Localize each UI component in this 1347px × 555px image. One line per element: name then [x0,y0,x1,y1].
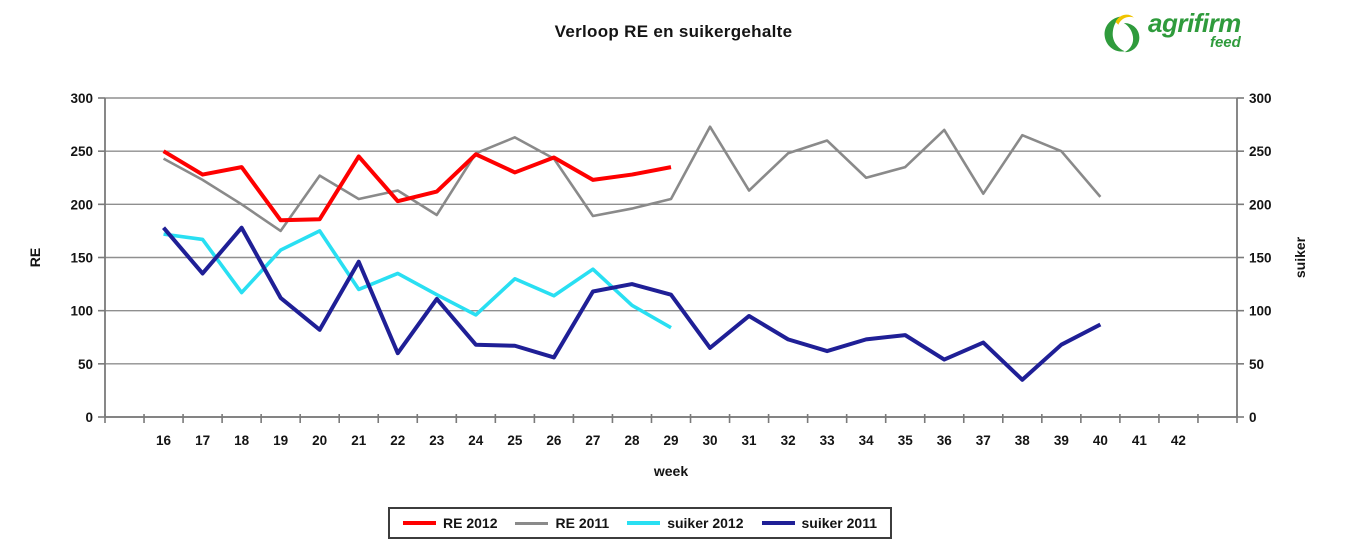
right-axis-title: suiker [1292,236,1308,278]
series-line-suiker-2012 [163,229,672,330]
legend-swatch-re-2011 [515,521,549,525]
x-tick-label: 29 [663,433,678,448]
y-tick-label-left: 50 [78,357,93,372]
x-tick-label: 41 [1132,433,1148,448]
x-tick-label: 28 [624,433,640,448]
x-tick-label: 24 [468,433,484,448]
series-line-re-2011 [162,125,1102,233]
x-tick-label: 25 [507,433,523,448]
x-tick-label: 37 [976,433,991,448]
left-axis-title: RE [27,248,43,267]
series-line-suiker-2011 [162,225,1102,382]
x-tick-label: 34 [859,433,875,448]
legend-label-suiker-2011: suiker 2011 [801,515,878,531]
y-tick-label-right: 200 [1249,197,1272,212]
x-tick-label: 42 [1171,433,1186,448]
legend-swatch-suiker-2011 [761,521,795,525]
x-tick-label: 35 [898,433,914,448]
legend-item-re-2012: RE 2012 [402,515,498,531]
y-tick-label-left: 250 [70,144,93,159]
y-tick-label-right: 0 [1249,410,1257,425]
x-axis-title: week [653,463,688,479]
legend-swatch-suiker-2012 [627,521,661,525]
x-tick-label: 31 [742,433,758,448]
series-line-re-2012 [162,149,672,223]
logo-brand-text: agrifirm [1148,8,1241,38]
y-tick-label-left: 200 [70,197,93,212]
x-tick-label: 17 [195,433,210,448]
agrifirm-logo: agrifirm feed [1101,10,1241,61]
x-tick-label: 32 [781,433,796,448]
legend-item-suiker-2012: suiker 2012 [627,515,743,531]
legend-label-re-2011: RE 2011 [555,515,610,531]
x-tick-label: 18 [234,433,250,448]
x-tick-label: 27 [585,433,600,448]
x-tick-label: 23 [429,433,445,448]
y-tick-label-left: 150 [70,251,93,266]
x-tick-label: 26 [546,433,562,448]
chart-legend: RE 2012 RE 2011 suiker 2012 suiker 2011 [387,507,893,539]
x-tick-label: 33 [820,433,836,448]
y-tick-label-right: 300 [1249,91,1272,106]
legend-label-suiker-2012: suiker 2012 [667,515,744,531]
x-tick-label: 20 [312,433,327,448]
y-tick-label-right: 150 [1249,251,1272,266]
x-tick-label: 39 [1054,433,1069,448]
legend-item-re-2011: RE 2011 [515,515,609,531]
logo-sub-text: feed [1209,34,1241,51]
y-tick-label-left: 300 [70,91,93,106]
legend-swatch-re-2012 [402,521,436,525]
x-tick-label: 36 [937,433,953,448]
x-tick-label: 19 [273,433,288,448]
legend-label-re-2012: RE 2012 [442,515,498,531]
x-tick-label: 21 [351,433,367,448]
y-tick-label-right: 50 [1249,357,1264,372]
legend-item-suiker-2011: suiker 2011 [761,515,877,531]
y-tick-label-right: 100 [1249,304,1272,319]
x-tick-label: 16 [156,433,172,448]
x-tick-label: 40 [1093,433,1108,448]
agrifirm-leaf-icon [1101,10,1143,61]
y-tick-label-right: 250 [1249,144,1272,159]
chart-title: Verloop RE en suikergehalte [554,22,793,41]
y-tick-label-left: 100 [70,304,93,319]
x-tick-label: 38 [1015,433,1031,448]
y-tick-label-left: 0 [85,410,93,425]
x-tick-label: 30 [703,433,718,448]
x-tick-label: 22 [390,433,405,448]
